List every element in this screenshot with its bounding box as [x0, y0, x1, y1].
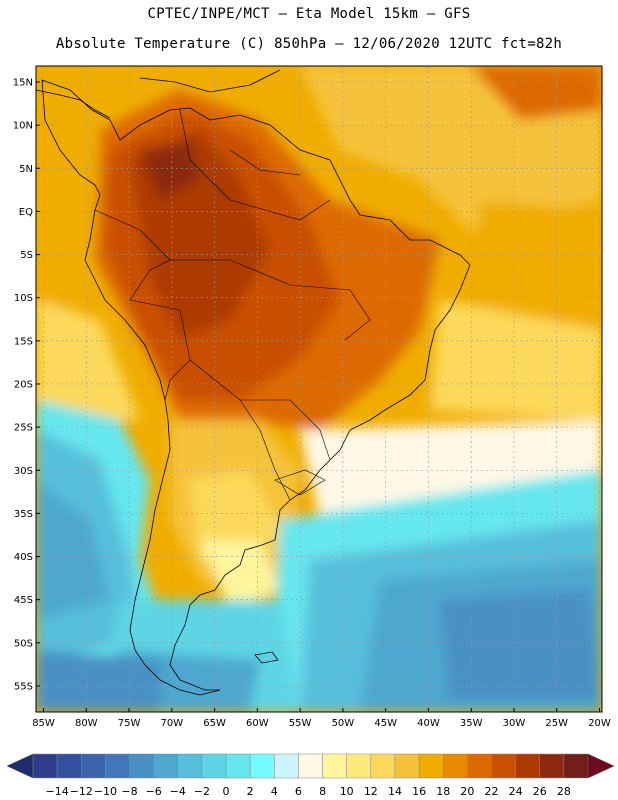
latitude-label: 35S: [14, 509, 33, 520]
colorbar-swatch: [539, 753, 565, 779]
colorbar-swatch: [467, 753, 492, 779]
colorbar-label: 20: [460, 785, 474, 798]
longitude-label: 85W: [32, 718, 55, 729]
temperature-field: [36, 66, 602, 712]
latitude-label: 30S: [14, 466, 33, 477]
longitude-label: 60W: [246, 718, 269, 729]
colorbar-label: −2: [194, 785, 210, 798]
colorbar-label: −6: [146, 785, 162, 798]
colorbar-labels: −14 −12 −10 −8 −6 −4 −2 0 2 4 6 8 10 12 14 16 18 20 22 24 26…: [46, 785, 571, 798]
latitude-label: 20S: [14, 379, 33, 390]
colorbar-swatch: [370, 753, 396, 779]
latitude-label: 40S: [14, 552, 33, 563]
colorbar-swatch: [225, 753, 251, 779]
latitude-label: 15N: [13, 78, 33, 89]
colorbar-label: 24: [509, 785, 523, 798]
falkland-islands: [254, 651, 279, 664]
longitude-label: 55W: [289, 718, 312, 729]
colorbar-label: −4: [170, 785, 186, 798]
longitude-label: 25W: [545, 718, 568, 729]
colorbar-label: 2: [247, 785, 254, 798]
colorbar-swatch: [201, 753, 227, 779]
colorbar-label: 4: [271, 785, 278, 798]
longitude-label: 80W: [75, 718, 98, 729]
colorbar-label: 18: [436, 785, 450, 798]
longitude-label: 65W: [203, 718, 226, 729]
colorbar-swatch: [563, 753, 589, 779]
colorbar-swatch: [129, 753, 154, 779]
colorbar-label: 10: [340, 785, 354, 798]
longitude-label: 20W: [588, 718, 611, 729]
colorbar-swatch: [81, 753, 106, 779]
latitude-label: 50S: [14, 638, 33, 649]
colorbar-swatch: [491, 753, 516, 779]
latitude-label: 5N: [19, 164, 33, 175]
right-triangle-icon: [587, 753, 615, 779]
colorbar-label: −14: [46, 785, 69, 798]
colorbar: [6, 753, 615, 779]
latitude-label: 10N: [13, 121, 33, 132]
colorbar-swatch: [56, 753, 82, 779]
graticule: [36, 66, 602, 712]
colorbar-swatch: [346, 753, 372, 779]
latitude-label: 15S: [14, 336, 33, 347]
colorbar-label: 14: [388, 785, 402, 798]
longitude-label: 40W: [417, 718, 440, 729]
colorbar-label: −8: [121, 785, 137, 798]
colorbar-swatch: [274, 753, 299, 779]
colorbar-label: 16: [412, 785, 426, 798]
latitude-label: 45S: [14, 595, 33, 606]
longitude-label: 30W: [503, 718, 526, 729]
latitude-label: 25S: [14, 423, 33, 434]
latitude-label: 55S: [14, 681, 33, 692]
colorbar-label: 0: [223, 785, 230, 798]
longitude-labels: 85W 80W 75W 70W 65W 60W 55W 50W 45W 40W 35W 30W 25W 2…: [32, 708, 611, 729]
latitude-label: EQ: [19, 207, 33, 218]
map-title-line-1: CPTEC/INPE/MCT – Eta Model 15km – GFS: [147, 6, 471, 22]
colorbar-swatch: [32, 753, 58, 779]
left-triangle-icon: [6, 753, 34, 779]
country-borders: [94, 109, 371, 501]
longitude-label: 50W: [332, 718, 355, 729]
latitude-label: 10S: [14, 293, 33, 304]
colorbar-swatch: [322, 753, 347, 779]
longitude-label: 75W: [118, 718, 141, 729]
colorbar-label: −10: [94, 785, 117, 798]
colorbar-swatch: [515, 753, 540, 779]
longitude-label: 35W: [460, 718, 483, 729]
colorbar-swatch: [105, 753, 130, 779]
colorbar-swatch: [177, 753, 203, 779]
colorbar-swatch: [153, 753, 179, 779]
coastlines: [36, 69, 471, 696]
south-america-coastline: [41, 79, 471, 696]
colorbar-label: 28: [557, 785, 571, 798]
colorbar-swatch: [418, 753, 444, 779]
colorbar-swatch: [394, 753, 420, 779]
longitude-label: 45W: [374, 718, 397, 729]
map-title-line-2: Absolute Temperature (C) 850hPa – 12/06/…: [55, 36, 563, 52]
central-america-outline: [36, 69, 281, 119]
colorbar-label: 26: [533, 785, 547, 798]
latitude-labels: 15N 10N 5N EQ 5S 10S 15S 20S 25S 30S 35S 40S 45S 50S 5…: [13, 78, 40, 692]
plot-frame: [35, 65, 603, 713]
colorbar-label: 12: [364, 785, 378, 798]
colorbar-label: −12: [70, 785, 93, 798]
colorbar-label: 6: [295, 785, 302, 798]
colorbar-swatch: [442, 753, 468, 779]
colorbar-swatch: [249, 753, 275, 779]
longitude-label: 70W: [160, 718, 183, 729]
colorbar-swatch: [298, 753, 323, 779]
latitude-label: 5S: [20, 250, 33, 261]
colorbar-label: 8: [319, 785, 326, 798]
colorbar-label: 22: [484, 785, 498, 798]
